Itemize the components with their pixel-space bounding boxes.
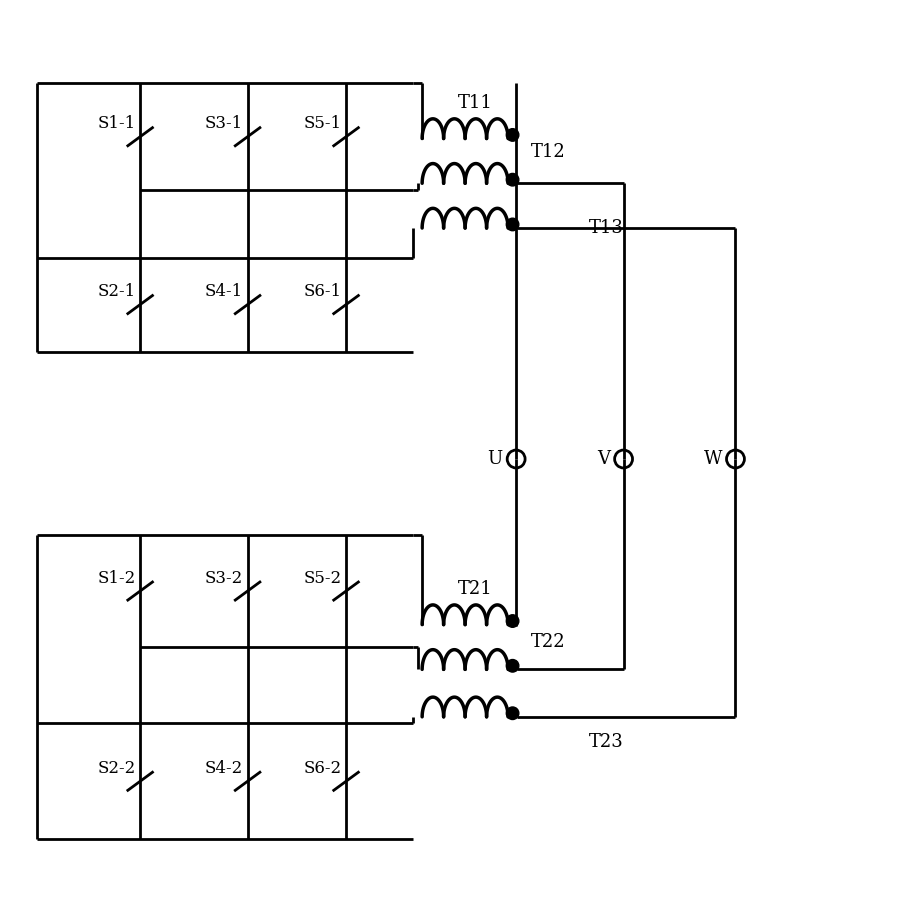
Text: W: W: [703, 450, 722, 468]
Circle shape: [506, 174, 519, 186]
Text: S5-1: S5-1: [304, 116, 341, 132]
Text: U: U: [488, 450, 503, 468]
Text: T12: T12: [531, 143, 565, 161]
Text: T22: T22: [531, 633, 565, 652]
Text: S2-1: S2-1: [97, 283, 136, 300]
Text: S5-2: S5-2: [304, 569, 341, 587]
Text: S6-2: S6-2: [304, 760, 341, 777]
Text: S2-2: S2-2: [97, 760, 136, 777]
Circle shape: [506, 218, 519, 230]
Text: S4-2: S4-2: [205, 760, 243, 777]
Circle shape: [506, 615, 519, 627]
Text: S1-2: S1-2: [97, 569, 136, 587]
Circle shape: [506, 707, 519, 720]
Text: T13: T13: [589, 219, 623, 237]
Text: T21: T21: [458, 580, 493, 598]
Text: T23: T23: [589, 733, 623, 751]
Text: S1-1: S1-1: [97, 116, 136, 132]
Text: S3-1: S3-1: [205, 116, 243, 132]
Text: S6-1: S6-1: [304, 283, 341, 300]
Circle shape: [506, 659, 519, 672]
Text: S4-1: S4-1: [205, 283, 243, 300]
Text: V: V: [597, 450, 610, 468]
Circle shape: [506, 129, 519, 141]
Text: S3-2: S3-2: [205, 569, 243, 587]
Text: T11: T11: [458, 94, 493, 112]
